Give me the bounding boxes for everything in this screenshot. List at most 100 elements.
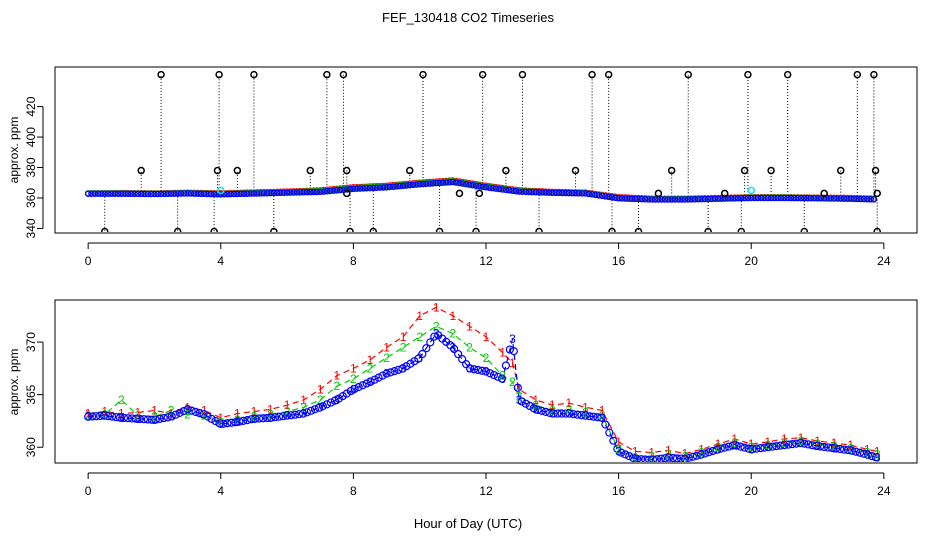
- baseline-point-series-3: [496, 185, 503, 193]
- blue-circle-point: [497, 374, 507, 383]
- spike-point: [588, 70, 596, 79]
- baseline-point-series-3: [237, 190, 244, 198]
- spike-point: [215, 70, 223, 79]
- baseline-point-series-3: [476, 182, 483, 190]
- baseline-point-series-3: [867, 196, 874, 203]
- baseline-point-series-3: [98, 190, 105, 197]
- blue-circle-point: [103, 411, 113, 421]
- baseline-point-series-3: [350, 185, 357, 193]
- series-label-1: 1: [118, 407, 125, 421]
- spike-point: [518, 70, 527, 79]
- blue-circle-point: [680, 454, 690, 462]
- baseline-point-series-3: [691, 196, 699, 203]
- blue-circle-point: [645, 455, 654, 462]
- spike-point: [472, 227, 480, 232]
- spike-point: [870, 70, 878, 79]
- series-label-3: 3: [532, 402, 539, 416]
- baseline-point-series-3: [386, 183, 394, 191]
- baseline-point-series-3: [234, 190, 241, 198]
- baseline-point-series-3: [108, 190, 115, 197]
- baseline-point-series-3: [489, 184, 496, 192]
- baseline-point-series-3: [200, 190, 208, 198]
- blue-circle-point: [660, 454, 670, 462]
- blue-circle-point: [824, 443, 833, 452]
- baseline-point-series-3: [442, 179, 450, 186]
- baseline-point-series-3: [171, 190, 178, 197]
- series-label-2: 2: [798, 434, 805, 448]
- spike-point: [667, 166, 676, 175]
- spike-point: [306, 166, 315, 175]
- series-label-2: 2: [698, 445, 705, 459]
- baseline-point-series-3: [592, 191, 599, 199]
- baseline-point-series-3: [190, 190, 198, 197]
- baseline-point-series-3: [84, 190, 92, 197]
- baseline-point-series-3: [293, 189, 301, 196]
- spike-point: [871, 166, 880, 175]
- baseline-point-series-3: [535, 189, 543, 196]
- baseline-point-series-3: [144, 190, 152, 198]
- blue-circle-point: [732, 441, 741, 450]
- baseline-point-series-3: [728, 195, 735, 202]
- blue-circle-point: [243, 415, 252, 425]
- series-label-2: 2: [234, 413, 241, 427]
- baseline-point-series-3: [326, 187, 334, 195]
- baseline-point-series-3: [379, 184, 387, 191]
- series-label-1: 1: [509, 356, 516, 370]
- baseline-point-series-3: [300, 189, 307, 196]
- series-label-3: 3: [168, 410, 175, 424]
- blue-circle-point: [330, 396, 339, 405]
- series-label-2: 2: [416, 330, 423, 344]
- series-label-2: 2: [400, 340, 407, 354]
- blue-circle-point: [832, 444, 841, 453]
- baseline-point-series-3: [277, 189, 284, 197]
- spike-point: [323, 70, 331, 79]
- baseline-point-series-3: [864, 195, 871, 203]
- baseline-point-series-3: [539, 189, 546, 196]
- baseline-point-series-3: [549, 189, 556, 197]
- baseline-point-series-3: [651, 196, 659, 203]
- series-label-2: 2: [333, 379, 340, 393]
- series-label-2: 2: [549, 403, 556, 417]
- baseline-point-series-3: [572, 189, 579, 197]
- series-line-2: [88, 325, 878, 459]
- blue-circle-point: [784, 440, 793, 449]
- blue-circle-point: [688, 452, 697, 461]
- baseline-point-series-3: [731, 195, 738, 202]
- baseline-point-series-3: [283, 189, 291, 196]
- baseline-point-series-3: [406, 181, 413, 189]
- baseline-point-series-3: [452, 179, 460, 186]
- baseline-point-series-3: [167, 190, 175, 197]
- series-label-1: 1: [168, 407, 175, 421]
- baseline-point-series-3: [502, 186, 510, 194]
- blue-circle-point: [107, 412, 117, 421]
- blue-circle-point: [99, 411, 109, 420]
- baseline-point-series-3: [562, 189, 569, 197]
- top-x-tick-label: 24: [877, 254, 891, 268]
- blue-circle-point: [259, 414, 268, 423]
- series-label-3: 3: [831, 441, 838, 455]
- series-label-1: 1: [599, 403, 606, 417]
- blue-circle-point: [617, 448, 626, 457]
- baseline-point-series-3: [141, 190, 148, 198]
- outlier-point: [873, 189, 881, 198]
- series-label-2: 2: [101, 408, 108, 422]
- baseline-point-series-3: [648, 196, 656, 203]
- series-label-1: 1: [516, 382, 523, 396]
- baseline-point-series-3: [810, 194, 818, 202]
- blue-circle-point: [477, 366, 487, 375]
- series-label-3: 3: [201, 408, 208, 422]
- series-label-3: 3: [367, 375, 374, 389]
- blue-circle-point: [871, 453, 880, 462]
- series-label-1: 1: [483, 330, 490, 344]
- baseline-point-series-3: [807, 194, 815, 202]
- blue-circle-point: [294, 410, 304, 419]
- series-label-1: 1: [715, 437, 722, 451]
- blue-circle-point: [589, 412, 598, 421]
- series-label-2: 2: [831, 439, 838, 453]
- baseline-point-series-3: [830, 195, 838, 202]
- series-label-1: 1: [632, 444, 639, 458]
- baseline-point-series-3: [399, 182, 407, 190]
- baseline-point-series-3: [88, 190, 95, 197]
- series-label-3: 3: [549, 407, 556, 421]
